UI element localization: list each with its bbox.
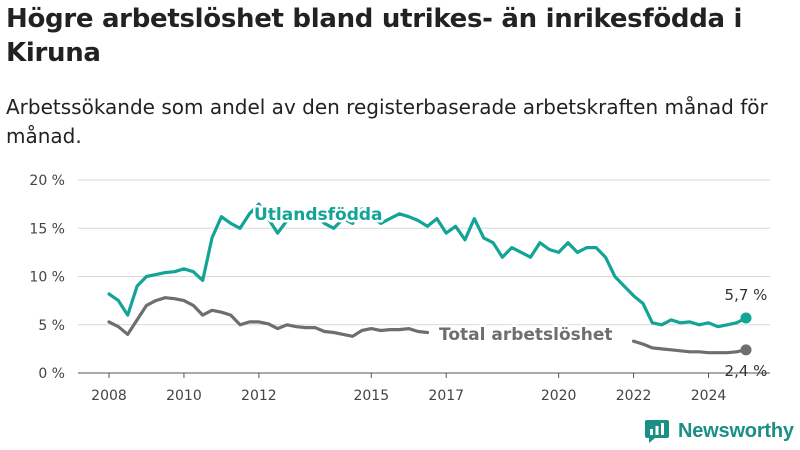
x-tick-label: 2024 [691, 388, 727, 404]
chart-title: Högre arbetslöshet bland utrikes- än inr… [6, 4, 743, 68]
y-tick-label: 20 % [29, 173, 65, 189]
y-axis-tick-labels: 0 % 5 % 10 % 15 % 20 % [29, 173, 65, 382]
series-label-halo: Total arbetslöshet [439, 325, 613, 345]
newsworthy-wordmark: Newsworthy [678, 419, 794, 442]
x-tick-label: 2017 [428, 388, 464, 404]
grid-lines [78, 179, 770, 374]
end-point-utlandsfodda [740, 312, 752, 324]
series-line-total-arbetsloshet [107, 296, 748, 355]
x-tick-label: 2008 [91, 388, 127, 404]
series-label-total-arbetsloshet: Total arbetslöshet [439, 325, 613, 345]
series-labels: 5,7 %2,4 %UtlandsföddaUtlandsföddaTotal … [252, 203, 768, 380]
x-axis: 2008 2010 2012 2015 2017 2020 2022 2024 [78, 372, 770, 404]
y-tick-label: 15 % [29, 221, 65, 237]
x-tick-label: 2020 [541, 388, 577, 404]
y-tick-label: 10 % [29, 270, 65, 286]
newsworthy-logo-icon [645, 420, 669, 443]
x-tick-label: 2012 [241, 388, 277, 404]
series-label-utlandsfodda: Utlandsfödda [254, 205, 383, 225]
end-value-label-utlandsfodda: 5,7 % [725, 286, 768, 304]
series-lines [107, 202, 752, 356]
x-tick-label: 2015 [353, 388, 389, 404]
y-tick-label: 5 % [38, 318, 65, 334]
end-value-label-total-arbetsloshet: 2,4 % [725, 362, 768, 380]
series-line-utlandsfodda [107, 202, 748, 329]
chart-subtitle: Arbetssökande som andel av den registerb… [6, 95, 768, 148]
x-tick-label: 2010 [166, 388, 202, 404]
series-label-halo: Utlandsfödda [254, 205, 383, 225]
x-tick-label: 2022 [616, 388, 652, 404]
end-point-total-arbetsloshet [740, 344, 752, 356]
y-tick-label: 0 % [38, 366, 65, 382]
newsworthy-logo[interactable]: Newsworthy [644, 418, 794, 444]
